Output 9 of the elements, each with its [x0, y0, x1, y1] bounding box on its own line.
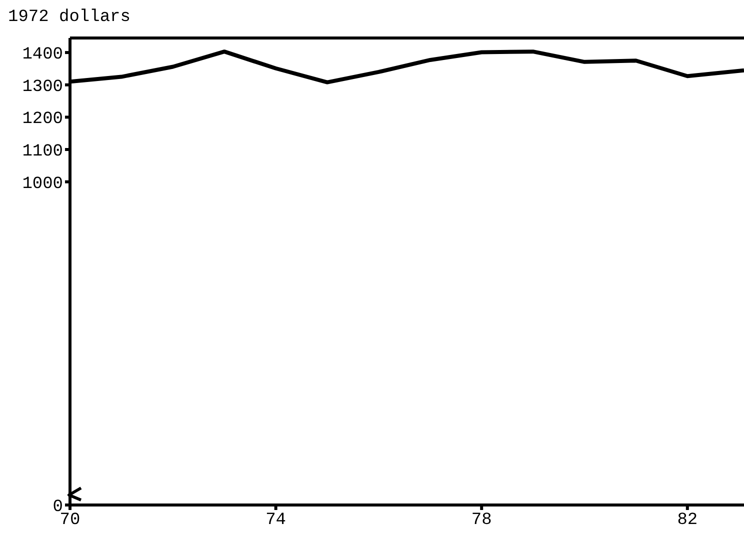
x-tick-label: 74	[266, 511, 286, 530]
y-tick-label: 1000	[22, 174, 63, 194]
y-axis-title: 1972 dollars	[8, 8, 130, 27]
y-tick-label: 1100	[22, 142, 63, 162]
y-tick-label: 1200	[22, 110, 63, 130]
x-tick-label: 78	[471, 511, 492, 530]
y-tick-label: 1400	[22, 46, 63, 65]
y-tick-label: 1300	[22, 78, 63, 97]
x-tick-label: 82	[677, 511, 698, 530]
